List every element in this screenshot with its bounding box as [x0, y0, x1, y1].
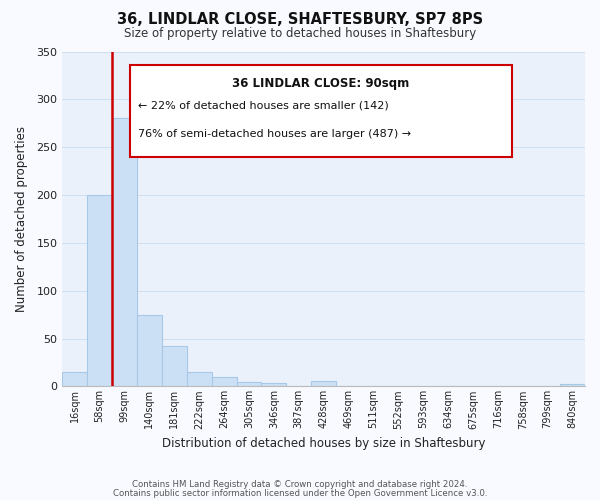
Text: Contains HM Land Registry data © Crown copyright and database right 2024.: Contains HM Land Registry data © Crown c…: [132, 480, 468, 489]
Text: 76% of semi-detached houses are larger (487) →: 76% of semi-detached houses are larger (…: [138, 128, 411, 138]
Bar: [137, 314, 162, 386]
Bar: [236, 382, 262, 386]
Text: ← 22% of detached houses are smaller (142): ← 22% of detached houses are smaller (14…: [138, 100, 389, 110]
Bar: [212, 377, 236, 386]
Text: 36, LINDLAR CLOSE, SHAFTESBURY, SP7 8PS: 36, LINDLAR CLOSE, SHAFTESBURY, SP7 8PS: [117, 12, 483, 28]
Bar: [311, 380, 336, 386]
FancyBboxPatch shape: [130, 65, 512, 157]
X-axis label: Distribution of detached houses by size in Shaftesbury: Distribution of detached houses by size …: [162, 437, 485, 450]
Bar: [87, 195, 112, 386]
Text: 36 LINDLAR CLOSE: 90sqm: 36 LINDLAR CLOSE: 90sqm: [232, 76, 410, 90]
Bar: [560, 384, 585, 386]
Text: Size of property relative to detached houses in Shaftesbury: Size of property relative to detached ho…: [124, 28, 476, 40]
Y-axis label: Number of detached properties: Number of detached properties: [15, 126, 28, 312]
Text: Contains public sector information licensed under the Open Government Licence v3: Contains public sector information licen…: [113, 488, 487, 498]
Bar: [162, 346, 187, 387]
Bar: [187, 372, 212, 386]
Bar: [112, 118, 137, 386]
Bar: [62, 372, 87, 386]
Bar: [262, 382, 286, 386]
